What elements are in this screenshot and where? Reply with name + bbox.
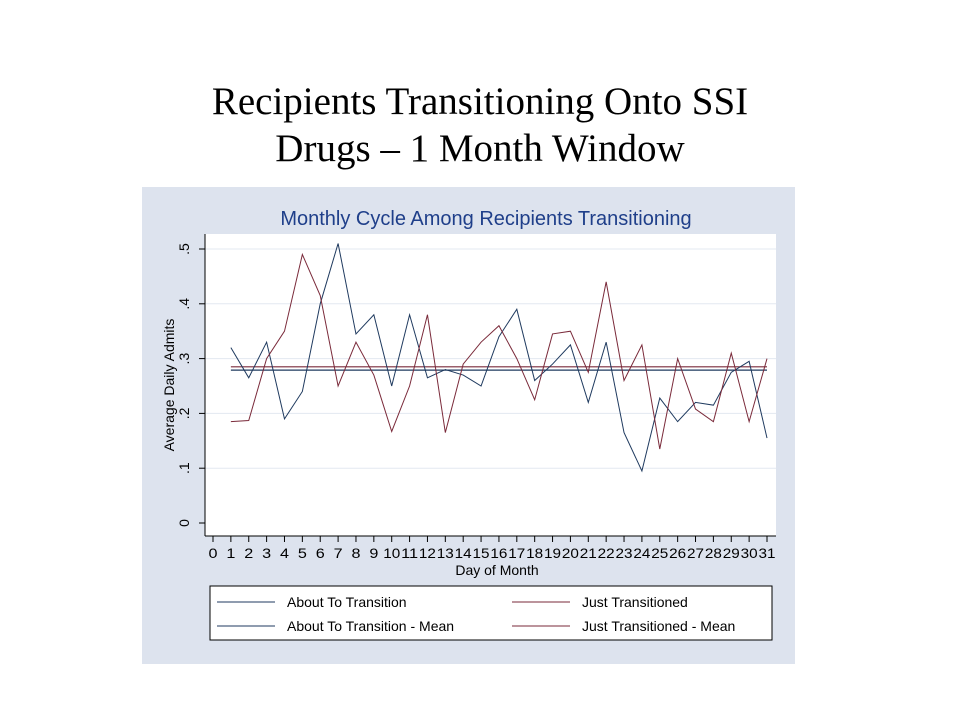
x-tick-label-4: 4 xyxy=(280,545,289,561)
x-tick-label-18: 18 xyxy=(526,545,543,561)
series-line-0 xyxy=(230,243,768,473)
y-tick-label-5: .5 xyxy=(176,243,192,255)
x-tick-label-23: 23 xyxy=(616,545,633,561)
x-tick-label-9: 9 xyxy=(369,545,378,561)
x-tick-label-28: 28 xyxy=(705,545,722,561)
legend-label-about: About To Transition xyxy=(287,594,407,610)
x-tick-label-16: 16 xyxy=(490,545,507,561)
x-tick-label-11: 11 xyxy=(401,545,418,561)
y-tick-label-2: .2 xyxy=(176,407,192,419)
legend-label-just-mean: Just Transitioned - Mean xyxy=(582,618,735,634)
y-tick-label-1: .1 xyxy=(176,462,192,474)
x-tick-label-1: 1 xyxy=(226,545,235,561)
line-chart: Monthly Cycle Among Recipients Transitio… xyxy=(161,208,776,641)
x-tick-label-29: 29 xyxy=(723,545,740,561)
x-ticks: 0 1 2 3 4 5 6 7 8 9 10 11 12 13 14 15 16 17 18 19 20 21 22 23 24… xyxy=(209,536,776,561)
x-tick-label-3: 3 xyxy=(262,545,271,561)
y-tick-label-3: .3 xyxy=(176,353,192,365)
legend-box xyxy=(209,585,773,641)
x-tick-label-0: 0 xyxy=(209,545,218,561)
mean-lines xyxy=(230,366,767,371)
x-tick-label-7: 7 xyxy=(334,545,343,561)
x-axis-label: Day of Month xyxy=(455,562,538,578)
slide-title-line-1: Recipients Transitioning Onto SSI xyxy=(211,80,749,123)
y-tick-label-0: 0 xyxy=(176,519,192,527)
x-tick-label-13: 13 xyxy=(437,545,454,561)
x-tick-label-22: 22 xyxy=(598,545,615,561)
x-tick-label-14: 14 xyxy=(455,545,472,561)
chart-panel: Monthly Cycle Among Recipients Transitio… xyxy=(142,187,795,664)
x-tick-label-27: 27 xyxy=(687,545,704,561)
x-tick-label-19: 19 xyxy=(544,545,561,561)
x-tick-label-10: 10 xyxy=(383,545,400,561)
x-tick-label-30: 30 xyxy=(741,545,758,561)
y-ticks: 0 .1 .2 .3 .4 .5 xyxy=(176,243,205,527)
plot-area xyxy=(205,234,776,536)
series-lines xyxy=(230,243,768,473)
x-tick-label-25: 25 xyxy=(651,545,668,561)
series-line-1 xyxy=(230,252,768,450)
x-tick-label-26: 26 xyxy=(669,545,686,561)
x-tick-label-2: 2 xyxy=(244,545,253,561)
slide-title: Recipients Transitioning Onto SSI Drugs … xyxy=(0,78,960,172)
y-tick-label-4: .4 xyxy=(176,298,192,310)
legend-label-about-mean: About To Transition - Mean xyxy=(287,618,454,634)
chart-title: Monthly Cycle Among Recipients Transitio… xyxy=(280,208,691,230)
x-tick-label-21: 21 xyxy=(580,545,597,561)
x-tick-label-20: 20 xyxy=(562,545,579,561)
x-tick-label-31: 31 xyxy=(759,545,776,561)
legend: About To Transition Just Transitioned Ab… xyxy=(209,585,773,641)
slide-title-line-2: Drugs – 1 Month Window xyxy=(275,127,685,170)
x-tick-label-6: 6 xyxy=(316,545,325,561)
legend-label-just: Just Transitioned xyxy=(582,594,688,610)
x-tick-label-15: 15 xyxy=(473,545,490,561)
x-tick-label-8: 8 xyxy=(351,545,360,561)
x-tick-label-5: 5 xyxy=(298,545,307,561)
x-tick-label-17: 17 xyxy=(508,545,525,561)
x-tick-label-24: 24 xyxy=(633,545,650,561)
x-tick-label-12: 12 xyxy=(419,545,436,561)
y-axis-label: Average Daily Admits xyxy=(161,319,177,452)
